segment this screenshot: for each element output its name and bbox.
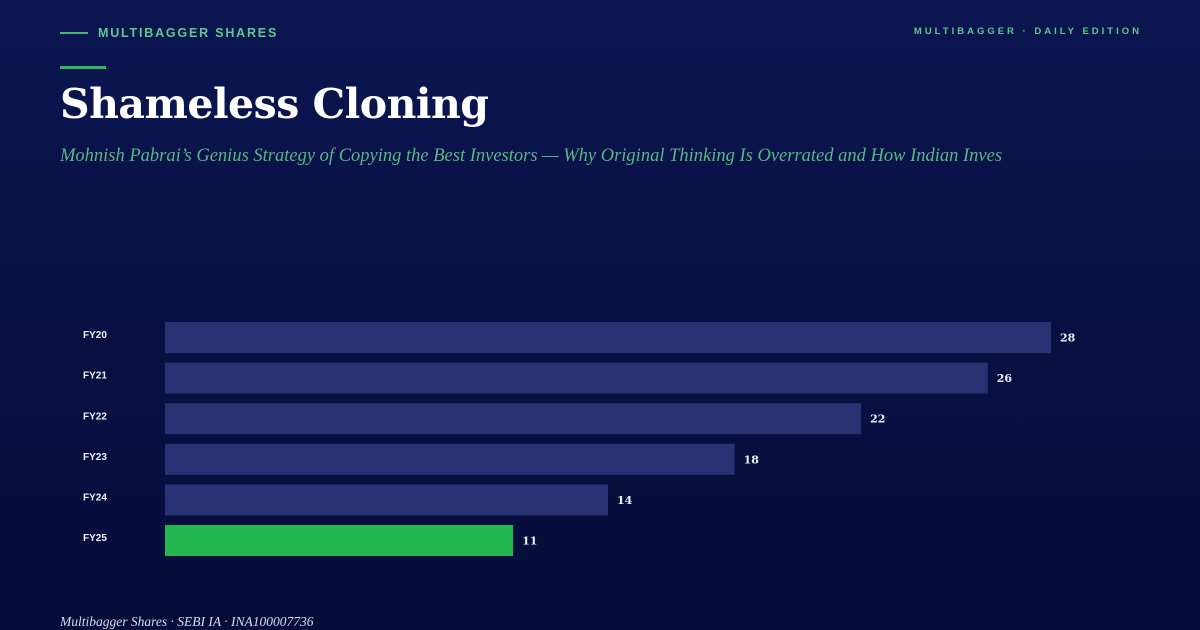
page-title: Shameless Cloning <box>60 80 489 128</box>
category-label: FY22 <box>83 411 107 422</box>
value-label: 26 <box>997 372 1013 385</box>
bar <box>165 525 514 556</box>
category-label: FY21 <box>83 371 107 382</box>
bar <box>165 322 1051 353</box>
bar <box>165 484 608 516</box>
category-label: FY20 <box>83 330 107 341</box>
value-label: 14 <box>617 494 633 507</box>
value-label: 11 <box>522 535 537 548</box>
category-label: FY23 <box>83 452 107 463</box>
footer-credit: Multibagger Shares · SEBI IA · INA100007… <box>60 614 314 629</box>
brand-label: MULTIBAGGER SHARES <box>98 26 279 40</box>
value-label: 28 <box>1060 332 1076 345</box>
bar <box>165 403 862 435</box>
brand-rule <box>60 32 88 34</box>
title-accent-rule <box>60 66 106 69</box>
edition-label: MULTIBAGGER · DAILY EDITION <box>913 26 1142 37</box>
value-label: 18 <box>744 453 760 466</box>
category-label: FY24 <box>83 493 107 504</box>
category-label: FY25 <box>83 533 107 544</box>
value-label: 22 <box>870 413 885 426</box>
bar <box>165 443 735 475</box>
brand: MULTIBAGGER SHARES <box>60 26 278 40</box>
bar <box>165 362 988 394</box>
page-subtitle: Mohnish Pabrai’s Genius Strategy of Copy… <box>60 146 1003 166</box>
